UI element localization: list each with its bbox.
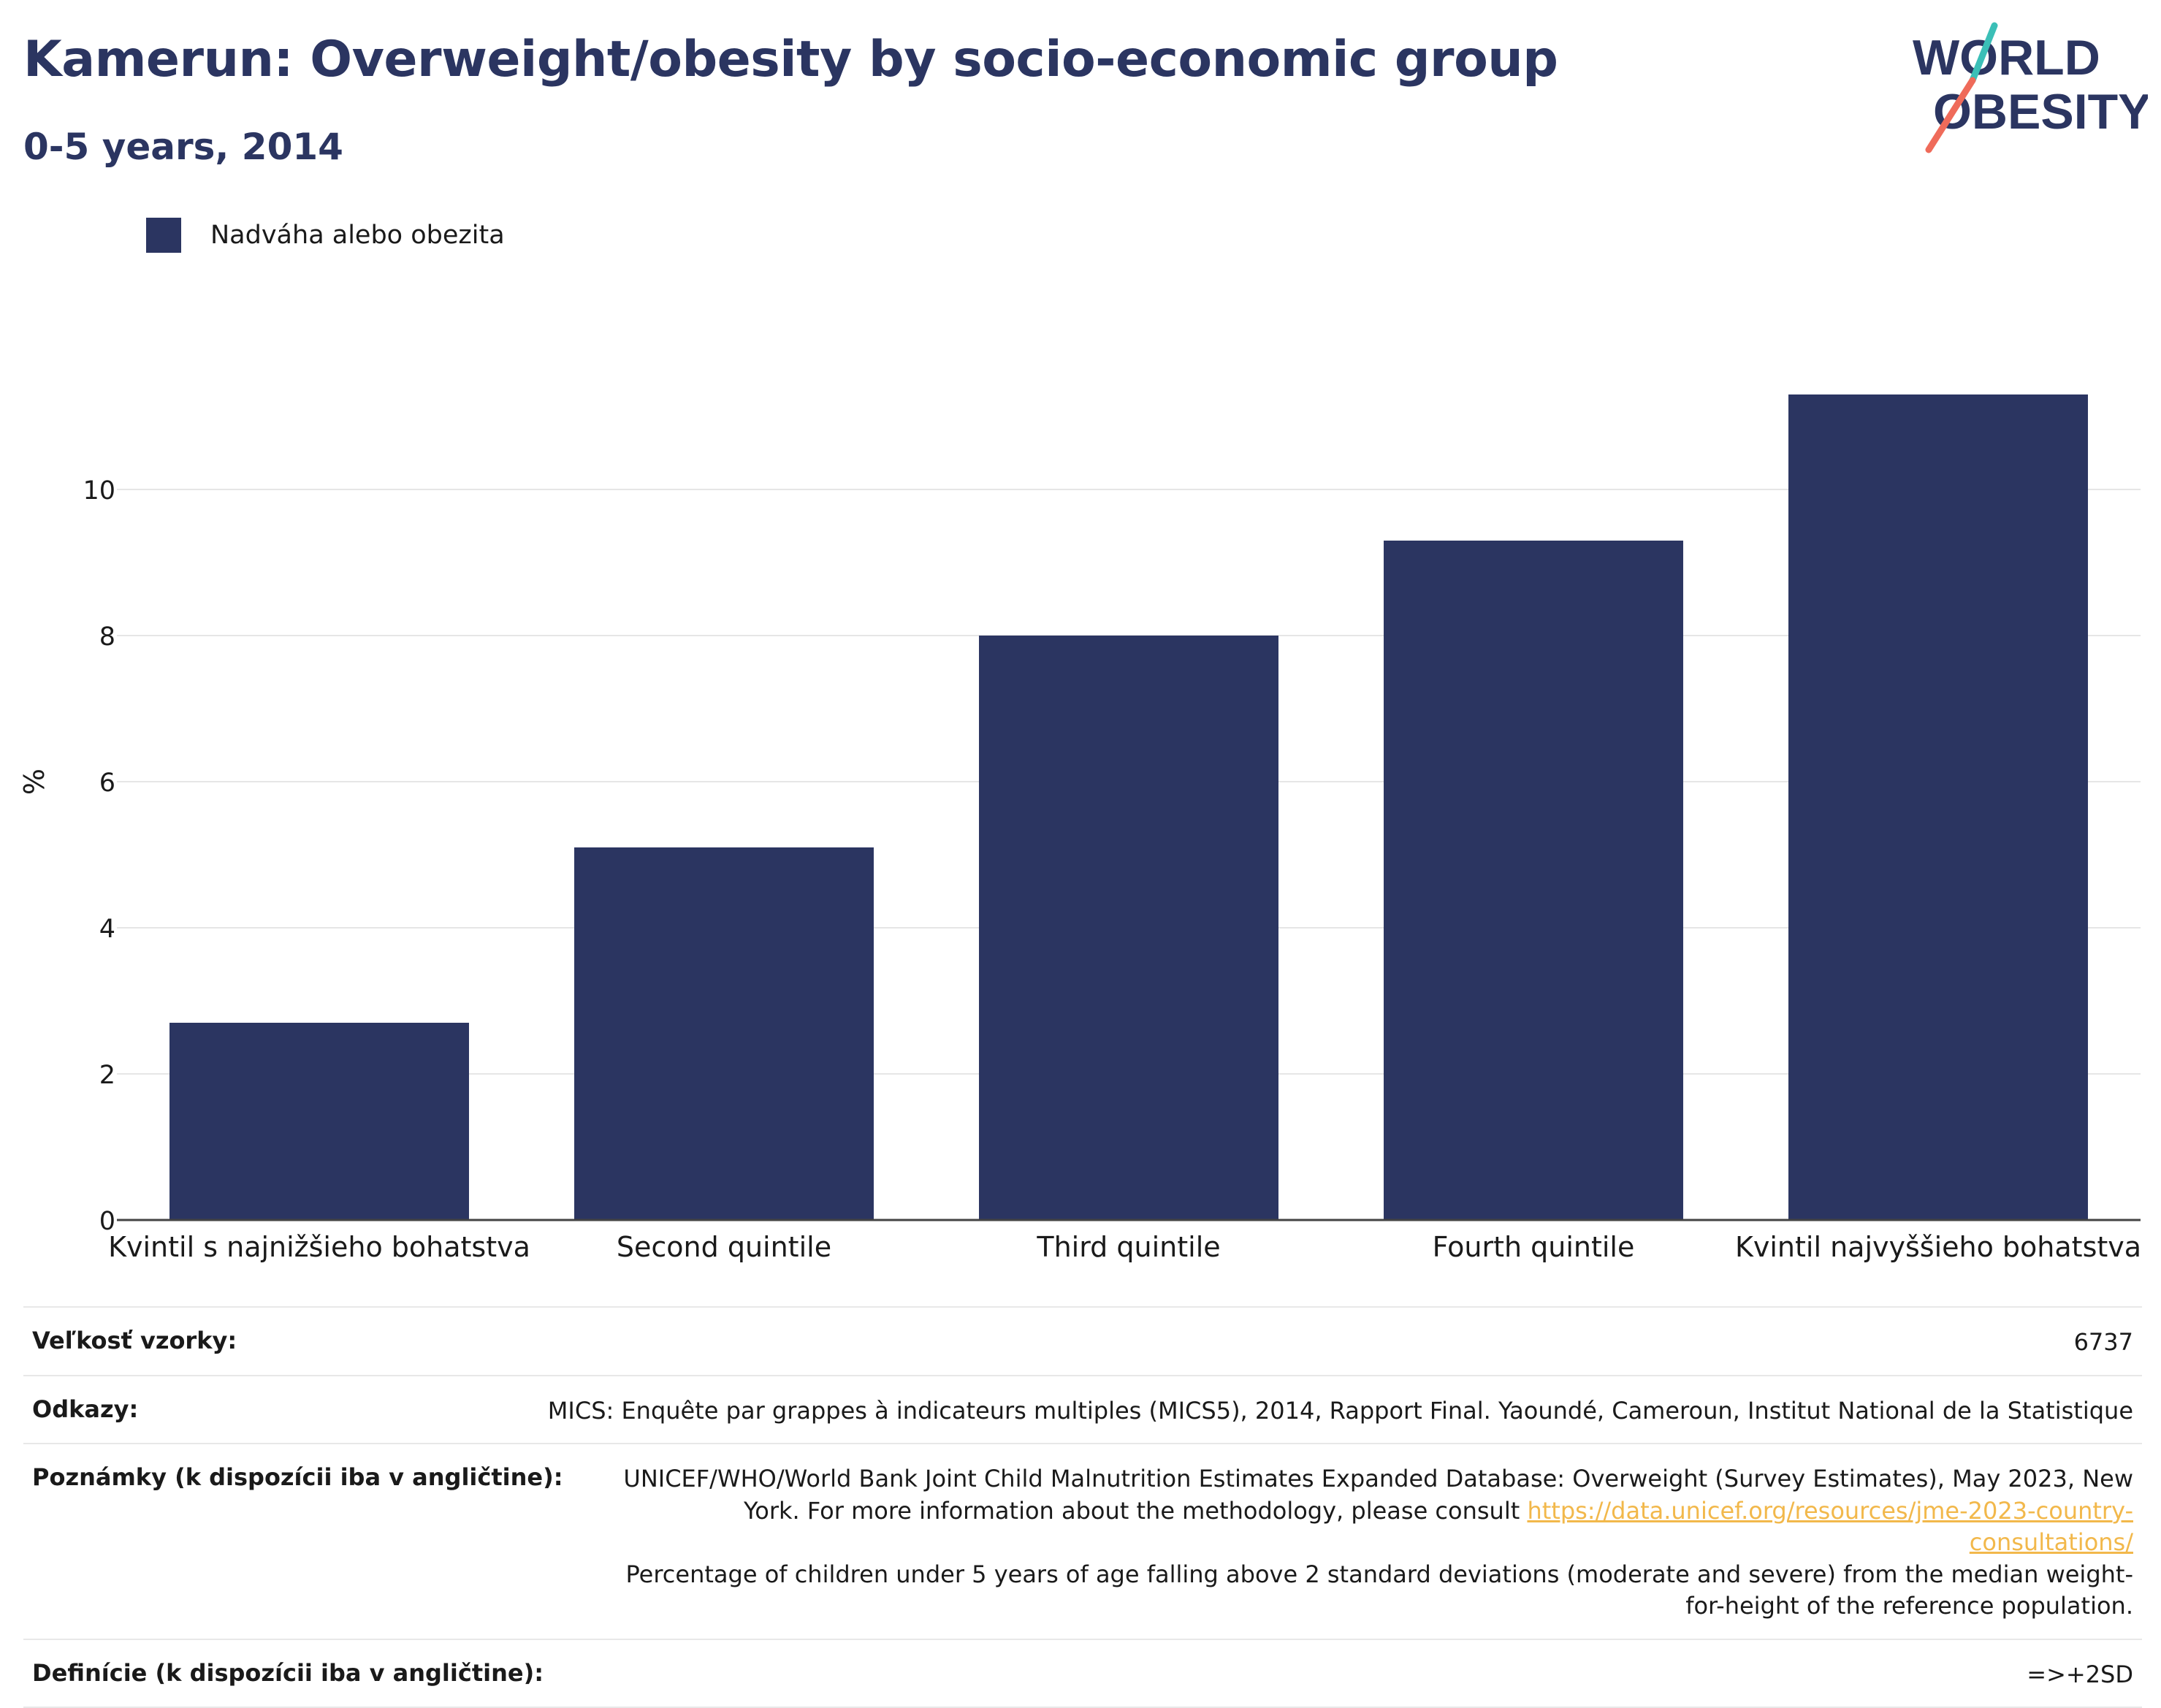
x-tick-label: Kvintil s najnižšieho bohatstva (108, 1231, 530, 1263)
chart-legend[interactable]: Nadváha alebo obezita (146, 218, 505, 253)
legend-swatch (146, 218, 181, 253)
meta-row-references: Odkazy: MICS: Enquête par grappes à indi… (23, 1374, 2142, 1444)
references-label: Odkazy: (32, 1395, 139, 1423)
logo-slash-teal (1969, 22, 1998, 84)
logo-line1: WORLD (1913, 30, 2100, 85)
notes-text-before: UNICEF/WHO/World Bank Joint Child Malnut… (623, 1465, 2133, 1525)
x-tick-label: Second quintile (617, 1231, 831, 1263)
y-tick-label: 0 (99, 1207, 115, 1236)
y-tick-label: 4 (99, 915, 115, 944)
y-tick-label: 8 (99, 622, 115, 652)
definitions-label: Definície (k dispozícii iba v angličtine… (32, 1658, 544, 1687)
y-axis-label: % (18, 769, 50, 795)
meta-row-definitions: Definície (k dispozícii iba v angličtine… (23, 1638, 2142, 1708)
x-tick-label: Fourth quintile (1433, 1231, 1635, 1263)
y-tick-label: 10 (83, 476, 115, 506)
world-obesity-logo: WORLD OBESITY (1913, 22, 2148, 153)
bar (1788, 394, 2088, 1220)
meta-row-notes: Poznámky (k dispozícii iba v angličtine)… (23, 1443, 2142, 1639)
legend-label: Nadváha alebo obezita (210, 221, 505, 250)
x-tick-label: Third quintile (1036, 1231, 1220, 1263)
bar-chart: 0 2 4 6 8 10 Kvintil s najnižšieho bohatstva S… (18, 394, 2141, 1263)
notes-value: UNICEF/WHO/World Bank Joint Child Malnut… (621, 1463, 2133, 1623)
page-title: Kamerun: Overweight/obesity by socio-eco… (23, 31, 1558, 88)
sample-size-label: Veľkosť vzorky: (32, 1327, 237, 1354)
x-tick-labels: Kvintil s najnižšieho bohatstva Second qu… (108, 1231, 2141, 1263)
meta-row-sample-size: Veľkosť vzorky: 6737 (23, 1306, 2142, 1375)
sample-size-value: 6737 (2073, 1328, 2133, 1356)
bars (169, 394, 2088, 1220)
notes-text-after: Percentage of children under 5 years of … (625, 1560, 2134, 1620)
logo-slash-coral (1925, 77, 1976, 153)
bar (979, 636, 1278, 1220)
page-subtitle: 0-5 years, 2014 (23, 126, 343, 168)
x-tick-label: Kvintil najvyššieho bohatstva (1735, 1231, 2141, 1263)
references-value: MICS: Enquête par grappes à indicateurs … (547, 1396, 2133, 1425)
logo-line2: OBESITY (1933, 84, 2148, 140)
bar (574, 847, 874, 1220)
y-tick-labels: 0 2 4 6 8 10 (83, 476, 115, 1236)
y-tick-label: 6 (99, 769, 115, 798)
definitions-value: =>+2SD (2027, 1660, 2133, 1688)
notes-label: Poznámky (k dispozícii iba v angličtine)… (32, 1463, 563, 1492)
metadata-table: Veľkosť vzorky: 6737 Odkazy: MICS: Enquê… (23, 1306, 2142, 1708)
bar (169, 1023, 469, 1220)
bar (1384, 541, 1683, 1220)
notes-link[interactable]: https://data.unicef.org/resources/jme-20… (1527, 1496, 2133, 1557)
y-tick-label: 2 (99, 1061, 115, 1090)
